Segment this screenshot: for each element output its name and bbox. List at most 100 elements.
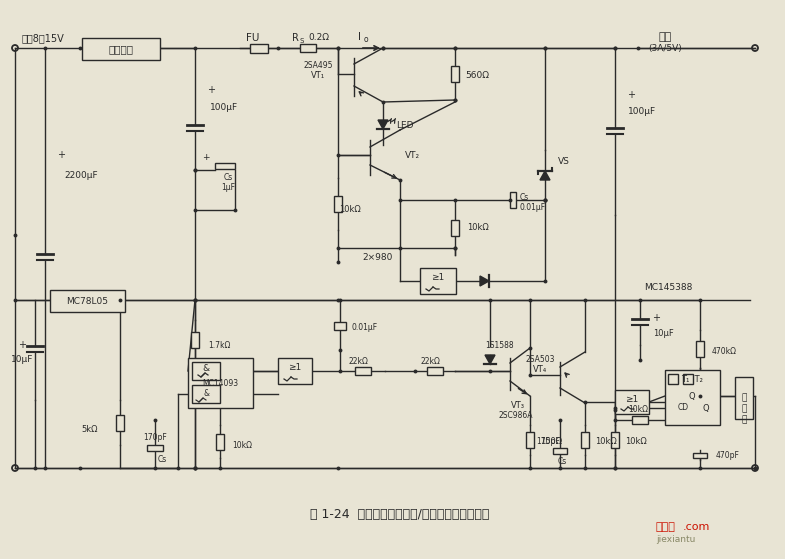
Text: VT₄: VT₄ bbox=[533, 366, 547, 375]
Bar bbox=[334, 196, 342, 212]
Bar bbox=[451, 220, 459, 235]
Text: VS: VS bbox=[558, 158, 570, 167]
Text: VT₂: VT₂ bbox=[405, 150, 420, 159]
Text: 560Ω: 560Ω bbox=[465, 70, 489, 79]
Text: 10μF: 10μF bbox=[653, 329, 674, 338]
Text: 器: 器 bbox=[741, 415, 747, 424]
Text: &: & bbox=[203, 364, 210, 373]
Text: 2SA503: 2SA503 bbox=[525, 356, 555, 364]
Text: +: + bbox=[18, 340, 26, 350]
Text: MC145388: MC145388 bbox=[644, 283, 692, 292]
Text: 22kΩ: 22kΩ bbox=[420, 357, 440, 366]
Text: +: + bbox=[652, 313, 660, 323]
Text: Cs: Cs bbox=[224, 173, 232, 182]
Text: VT₃: VT₃ bbox=[511, 401, 525, 410]
Text: 图 1-24  设有过压过流保护/报警的稳压电源电路: 图 1-24 设有过压过流保护/报警的稳压电源电路 bbox=[310, 509, 489, 522]
Text: 10kΩ: 10kΩ bbox=[232, 440, 252, 449]
Bar bbox=[735, 377, 753, 419]
Text: 10kΩ: 10kΩ bbox=[467, 224, 489, 233]
Bar bbox=[191, 332, 199, 348]
Text: R: R bbox=[292, 33, 299, 43]
Text: 0.01μF: 0.01μF bbox=[520, 203, 546, 212]
Bar bbox=[216, 433, 224, 449]
Text: 0.01μF: 0.01μF bbox=[352, 324, 378, 333]
Text: 10μF: 10μF bbox=[11, 356, 33, 364]
Text: 蜂: 蜂 bbox=[741, 394, 747, 402]
Text: 输出: 输出 bbox=[659, 32, 672, 42]
Text: 2SA495: 2SA495 bbox=[303, 60, 333, 69]
Text: ≥1: ≥1 bbox=[432, 273, 444, 282]
Bar bbox=[192, 385, 220, 403]
Bar bbox=[192, 362, 220, 380]
Text: 10kΩ: 10kΩ bbox=[595, 438, 617, 447]
Bar bbox=[696, 341, 704, 357]
Bar bbox=[278, 358, 312, 384]
Bar bbox=[50, 290, 125, 312]
Text: I: I bbox=[358, 32, 361, 42]
Text: MC14093: MC14093 bbox=[202, 378, 238, 387]
Text: 170pF: 170pF bbox=[536, 438, 560, 447]
Text: VT₁: VT₁ bbox=[311, 72, 325, 80]
Text: ≥1: ≥1 bbox=[626, 395, 639, 404]
Bar bbox=[355, 367, 371, 375]
Text: LED: LED bbox=[396, 121, 414, 130]
Text: CD: CD bbox=[677, 404, 688, 413]
Bar bbox=[116, 415, 124, 430]
Text: 2SC986A: 2SC986A bbox=[498, 411, 533, 420]
Text: .com: .com bbox=[683, 522, 710, 532]
Bar bbox=[611, 432, 619, 448]
Text: 5kΩ: 5kΩ bbox=[82, 425, 98, 434]
Text: Cs: Cs bbox=[520, 192, 529, 201]
Text: 150Ω: 150Ω bbox=[540, 438, 562, 447]
Text: +: + bbox=[627, 90, 635, 100]
Text: 100μF: 100μF bbox=[628, 107, 656, 116]
Text: 2×980: 2×980 bbox=[363, 253, 393, 263]
Bar bbox=[215, 163, 235, 169]
Text: +: + bbox=[57, 150, 65, 160]
Bar bbox=[553, 448, 567, 454]
Text: 170pF: 170pF bbox=[143, 433, 167, 443]
Text: FU: FU bbox=[246, 33, 260, 43]
Text: (3A/5V): (3A/5V) bbox=[648, 45, 682, 54]
Text: 10kΩ: 10kΩ bbox=[628, 405, 648, 415]
Text: T₁  T₂: T₁ T₂ bbox=[681, 376, 703, 385]
Bar bbox=[526, 432, 534, 448]
Polygon shape bbox=[378, 120, 388, 129]
Text: 2200μF: 2200μF bbox=[64, 170, 97, 179]
Text: 1μF: 1μF bbox=[221, 183, 235, 192]
Bar bbox=[188, 358, 253, 408]
Polygon shape bbox=[480, 276, 489, 286]
Text: 直流8～15V: 直流8～15V bbox=[22, 33, 64, 43]
Text: 470kΩ: 470kΩ bbox=[712, 348, 737, 357]
Polygon shape bbox=[485, 355, 495, 364]
Bar bbox=[420, 268, 456, 294]
Bar bbox=[427, 367, 443, 375]
Text: 470pF: 470pF bbox=[716, 451, 740, 459]
Bar bbox=[665, 370, 720, 425]
Bar bbox=[334, 322, 346, 330]
Text: +: + bbox=[207, 85, 215, 95]
Text: 10kΩ: 10kΩ bbox=[625, 438, 647, 447]
Bar bbox=[451, 66, 459, 82]
Text: 100μF: 100μF bbox=[210, 103, 238, 112]
Text: 22kΩ: 22kΩ bbox=[348, 357, 368, 366]
Text: S: S bbox=[300, 38, 305, 44]
Text: +: + bbox=[203, 154, 210, 163]
Polygon shape bbox=[540, 171, 550, 180]
Text: 1S1588: 1S1588 bbox=[486, 340, 514, 349]
Text: 鸣: 鸣 bbox=[741, 405, 747, 414]
Bar bbox=[683, 374, 693, 384]
Text: 10kΩ: 10kΩ bbox=[339, 206, 361, 215]
Text: o: o bbox=[364, 36, 369, 45]
Bar bbox=[300, 44, 316, 52]
Text: MC78L05: MC78L05 bbox=[66, 296, 108, 306]
Bar bbox=[250, 44, 268, 53]
Bar bbox=[82, 38, 160, 60]
Text: Q̄: Q̄ bbox=[703, 404, 710, 413]
Text: &: & bbox=[203, 390, 209, 399]
Bar bbox=[615, 390, 649, 414]
Text: ≥1: ≥1 bbox=[288, 363, 301, 372]
Bar bbox=[147, 445, 163, 451]
Bar bbox=[581, 432, 589, 448]
Text: 1.7kΩ: 1.7kΩ bbox=[208, 340, 230, 349]
